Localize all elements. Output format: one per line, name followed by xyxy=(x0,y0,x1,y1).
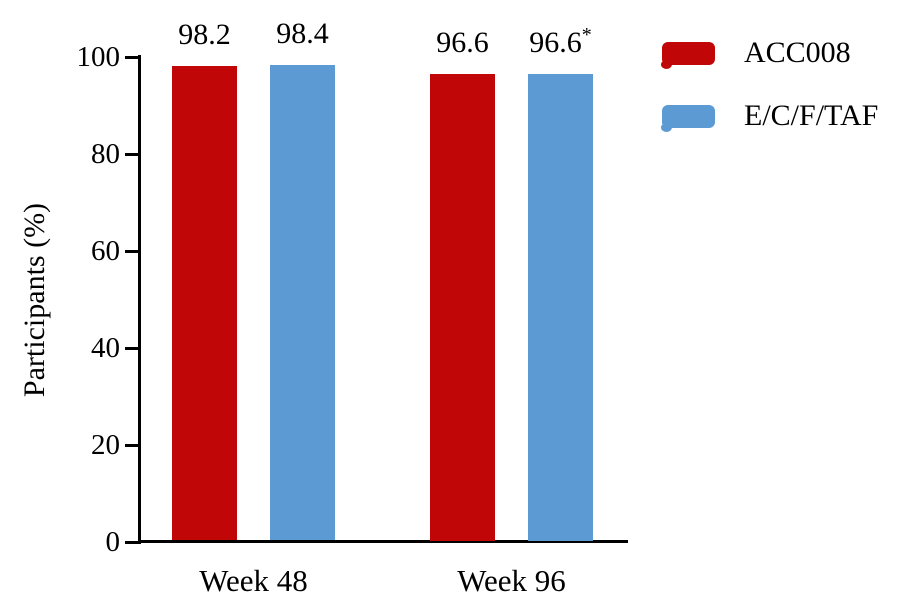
bar-value-label: 96.6 xyxy=(436,25,489,59)
legend-label: E/C/F/TAF xyxy=(744,99,879,132)
bar-value-label: 98.4 xyxy=(276,16,329,50)
legend: ACC008 E/C/F/TAF xyxy=(661,36,879,132)
bar-acc008-week-96 xyxy=(430,73,495,541)
y-tick-mark xyxy=(125,541,139,544)
y-tick-mark xyxy=(125,444,139,447)
y-tick-mark xyxy=(125,56,139,59)
y-axis-line xyxy=(138,55,141,544)
legend-entry-acc008: ACC008 xyxy=(661,36,878,69)
x-axis-line xyxy=(138,540,628,543)
legend-entry-ecftaf: E/C/F/TAF xyxy=(661,99,879,132)
y-tick-label: 20 xyxy=(91,429,120,461)
legend-swatch xyxy=(661,41,715,69)
y-tick-label: 40 xyxy=(91,332,120,364)
y-tick-mark xyxy=(125,250,139,253)
y-tick-label: 60 xyxy=(91,235,120,267)
legend-swatch xyxy=(661,104,715,132)
y-tick-label: 80 xyxy=(91,138,120,170)
legend-label: ACC008 xyxy=(744,36,851,69)
bar-ecftaf-week-48 xyxy=(270,64,335,541)
bar-value-text: 96.6 xyxy=(529,25,582,59)
y-tick-mark xyxy=(125,153,139,156)
x-category-label: Week 96 xyxy=(457,563,566,598)
bar-ecftaf-week-96 xyxy=(528,73,593,541)
bar-acc008-week-48 xyxy=(172,65,237,541)
y-tick-label: 0 xyxy=(105,526,121,558)
bar-value-label: 98.2 xyxy=(178,17,231,51)
y-tick-mark xyxy=(125,347,139,350)
bar-value-label: 96.6* xyxy=(491,23,631,60)
asterisk-annotation: * xyxy=(581,23,592,46)
y-tick-label: 100 xyxy=(76,41,121,73)
x-category-label: Week 48 xyxy=(199,563,308,598)
